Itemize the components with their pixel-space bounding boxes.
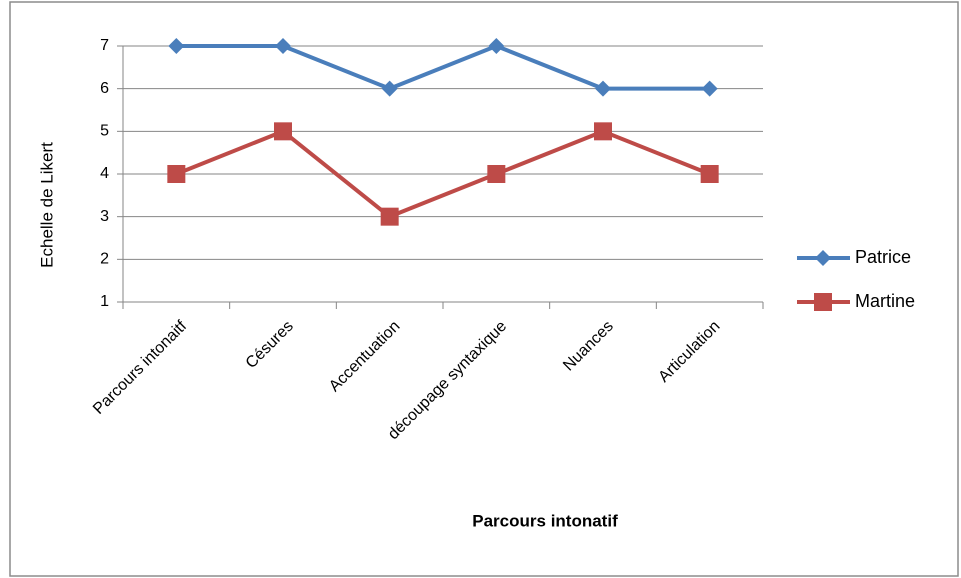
data-point [487, 165, 506, 183]
y-tick-label: 3 [100, 208, 109, 225]
y-tick-label: 2 [100, 251, 109, 268]
data-point [380, 207, 399, 226]
legend-marker [814, 293, 832, 311]
data-point [595, 80, 611, 97]
x-axis-title: Parcours intonatif [472, 511, 618, 530]
y-tick-label: 7 [100, 37, 109, 54]
y-axis-title: Echelle de Likert [37, 142, 56, 268]
data-point [168, 38, 185, 54]
series-line [175, 129, 711, 219]
y-tick-label: 6 [100, 80, 109, 97]
legend-marker [815, 250, 831, 266]
legend-label: Patrice [855, 247, 911, 267]
data-point [700, 165, 719, 183]
data-point [594, 122, 612, 141]
data-point [701, 80, 718, 97]
legend-label: Martine [855, 291, 915, 311]
y-tick-label: 4 [100, 165, 109, 182]
y-tick-label: 1 [100, 293, 109, 310]
series-line [176, 44, 710, 91]
data-point [488, 38, 505, 54]
data-point [381, 80, 398, 97]
data-point [275, 38, 291, 54]
y-tick-label: 5 [100, 123, 109, 140]
chart-frame [9, 1, 959, 577]
data-point [274, 122, 292, 141]
data-point [167, 165, 186, 183]
